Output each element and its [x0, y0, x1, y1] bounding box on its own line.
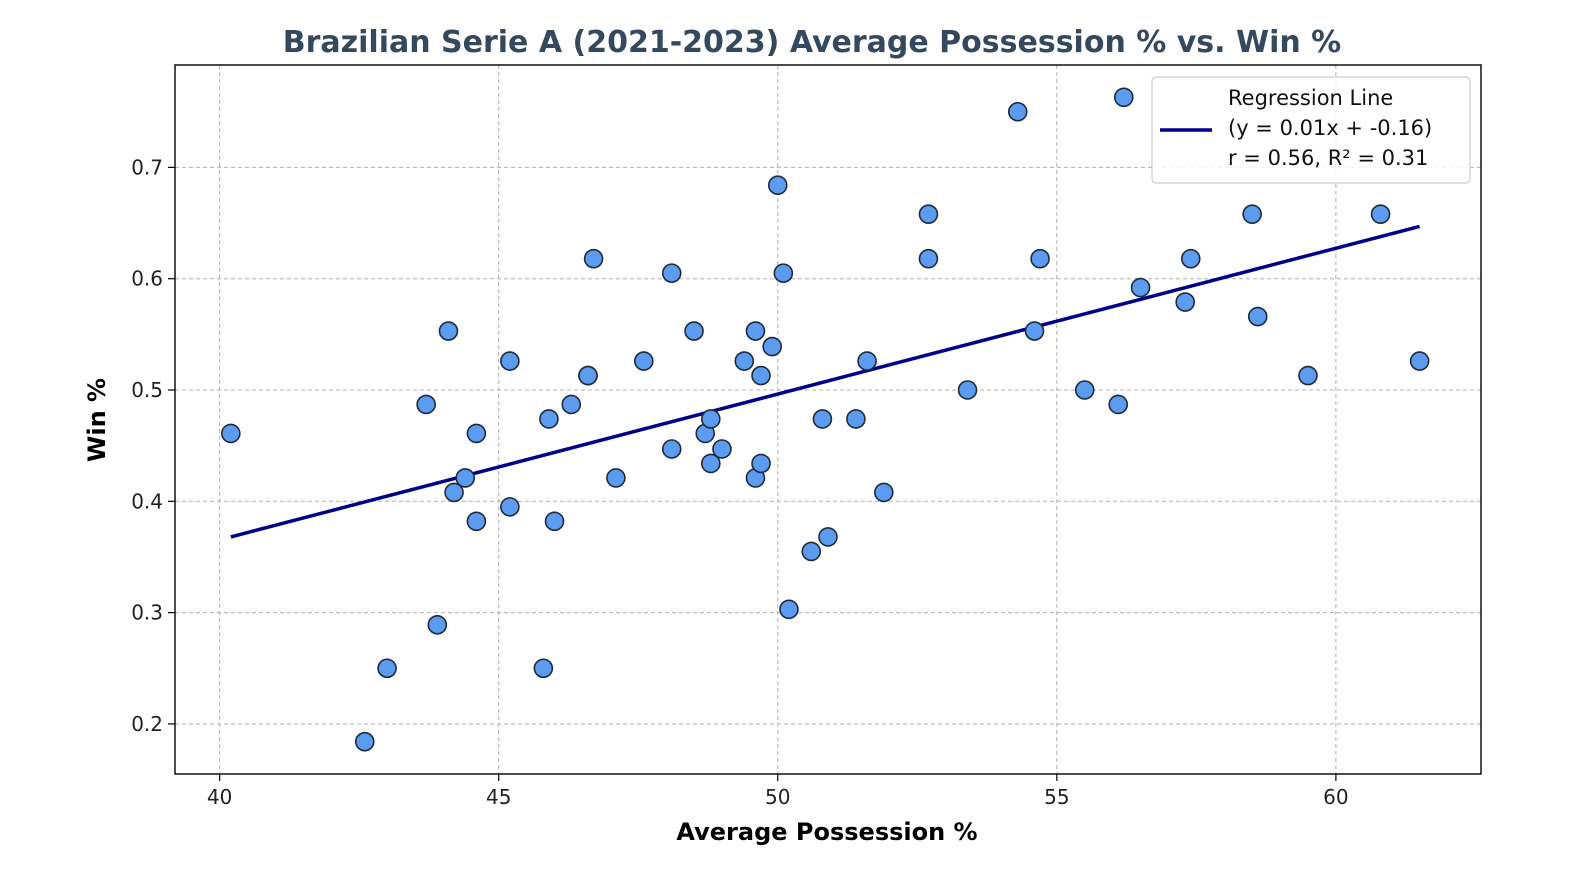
scatter-point: [957, 380, 978, 400]
plot-area-frame: [174, 64, 1482, 775]
scatter-point: [606, 468, 626, 488]
scatter-point: [1114, 87, 1134, 108]
chart-title: Brazilian Serie A (2021-2023) Average Po…: [283, 25, 1341, 60]
scatter-point: [539, 409, 559, 429]
scatter-point: [578, 365, 598, 386]
y-tick-label: 0.2: [131, 712, 163, 736]
scatter-point: [1242, 204, 1262, 224]
scatter-point: [801, 541, 822, 562]
y-tick-label: 0.6: [131, 267, 163, 291]
scatter-point: [1074, 380, 1095, 400]
scatter-point: [634, 351, 654, 371]
scatter-point: [466, 423, 487, 444]
x-tick-label: 50: [765, 785, 790, 809]
legend-line-2: (y = 0.01x + -0.16): [1228, 116, 1432, 140]
y-tick-label: 0.3: [131, 601, 163, 625]
y-tick-label: 0.4: [131, 489, 163, 513]
scatter-point: [583, 248, 604, 269]
scatter-point: [1247, 306, 1268, 327]
scatter-point: [1130, 277, 1151, 298]
scatter-point: [544, 511, 565, 532]
scatter-point: [1024, 321, 1045, 341]
x-tick-label: 55: [1044, 785, 1069, 809]
x-axis-label: Average Possession %: [676, 818, 977, 846]
scatter-point: [918, 248, 939, 269]
scatter-point: [1370, 204, 1391, 224]
scatter-point: [762, 336, 782, 357]
scatter-point: [533, 658, 554, 679]
scatter-point: [773, 263, 794, 283]
scatter-point: [745, 321, 766, 341]
scatter-point: [812, 409, 833, 429]
scatter-point: [354, 731, 375, 752]
scatter-point: [874, 482, 894, 503]
scatter-point: [1007, 101, 1028, 122]
x-tick-label: 60: [1323, 785, 1348, 809]
x-tick-label: 45: [486, 785, 511, 809]
grid-lines: [175, 65, 1481, 774]
scatter-point: [1175, 292, 1195, 312]
scatter-point: [1108, 394, 1129, 415]
scatter-point: [684, 321, 704, 341]
scatter-point: [221, 423, 241, 444]
scatter-point: [455, 468, 476, 488]
scatter-point: [779, 599, 799, 620]
y-axis-label: Win %: [83, 378, 111, 462]
regression-line: [230, 224, 1421, 539]
scatter-point: [1180, 248, 1201, 269]
scatter-point: [500, 497, 520, 517]
scatter-point: [918, 204, 939, 224]
scatter-point: [416, 394, 436, 415]
scatter-point: [857, 351, 877, 371]
scatter-point: [767, 175, 788, 196]
scatter-point: [700, 453, 721, 474]
legend: Regression Line (y = 0.01x + -0.16) r = …: [1151, 76, 1471, 184]
scatter-point: [734, 351, 755, 371]
scatter-point: [377, 658, 397, 679]
axis-ticks: 40 45 50 55 60 0.2 0.3 0.4 0.5 0.6 0.7: [131, 155, 1348, 809]
scatter-point: [438, 321, 459, 341]
data-points: [221, 87, 1430, 752]
scatter-point: [444, 482, 464, 503]
scatter-point: [1030, 248, 1050, 269]
scatter-point: [466, 511, 487, 532]
scatter-point: [846, 409, 866, 429]
legend-line-3: r = 0.56, R² = 0.31: [1228, 146, 1428, 170]
legend-box: [1151, 76, 1471, 184]
scatter-point: [818, 527, 838, 547]
scatter-point: [500, 351, 520, 371]
scatter-point: [712, 439, 732, 459]
scatter-point: [1409, 351, 1430, 371]
scatter-point: [700, 409, 721, 429]
scatter-point: [661, 439, 682, 459]
scatter-point: [751, 365, 771, 386]
scatter-point: [751, 453, 771, 474]
y-tick-label: 0.7: [131, 155, 163, 179]
scatter-point: [661, 263, 682, 283]
scatter-point: [561, 394, 582, 415]
x-tick-label: 40: [207, 785, 232, 809]
y-tick-label: 0.5: [131, 378, 163, 402]
legend-line-1: Regression Line: [1228, 86, 1393, 110]
scatter-point: [427, 615, 448, 635]
scatter-point: [1298, 365, 1318, 386]
regression-layer: [230, 224, 1421, 539]
